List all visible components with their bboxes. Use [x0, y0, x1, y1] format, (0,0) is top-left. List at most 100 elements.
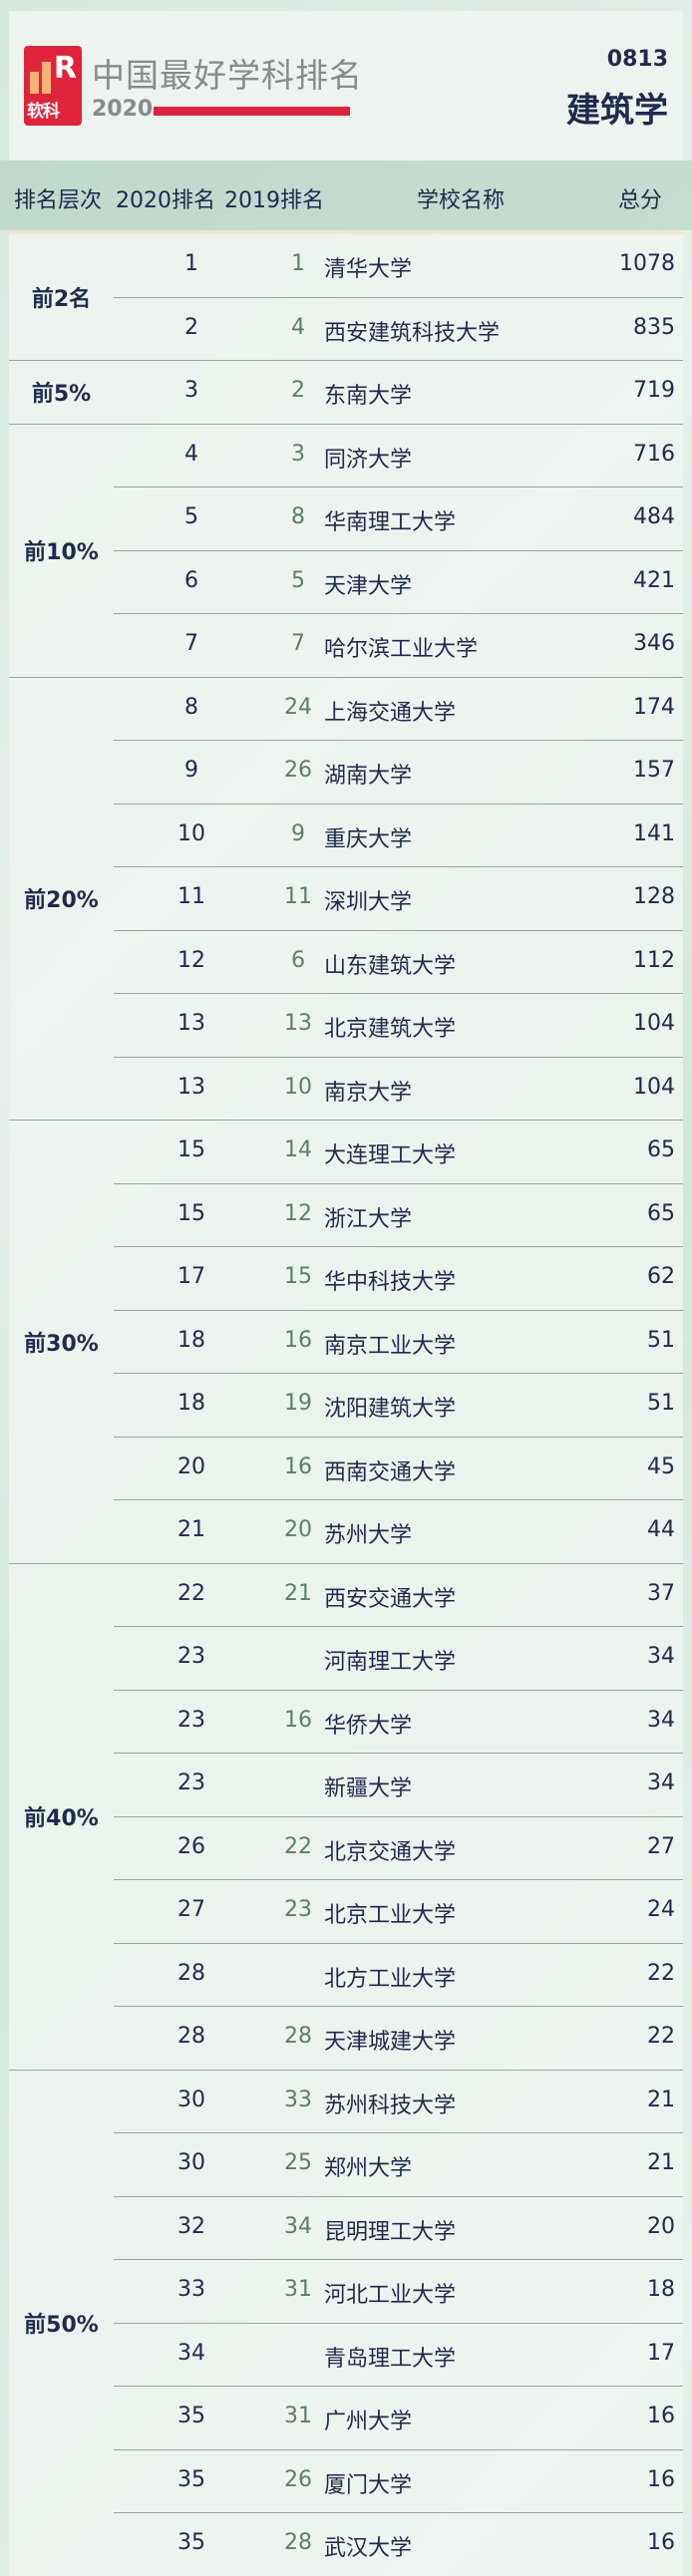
rank-2020: 15 — [177, 1137, 205, 1162]
col-score: 总分 — [618, 188, 663, 213]
table-row: 30 25 郑州大学 21 — [114, 2133, 683, 2197]
score: 141 — [633, 820, 675, 846]
score: 716 — [633, 441, 675, 467]
table-row: 1 1 清华大学 1078 — [114, 234, 683, 298]
table-row: 17 15 华中科技大学 62 — [114, 1247, 683, 1311]
table-row: 23 河南理工大学 34 — [114, 1627, 683, 1691]
rank-2020: 35 — [177, 2466, 205, 2492]
score: 51 — [647, 1327, 675, 1353]
table-row: 21 20 苏州大学 44 — [114, 1500, 683, 1563]
rank-2020: 20 — [177, 1453, 205, 1479]
score: 112 — [633, 947, 675, 973]
school-name: 华南理工大学 — [324, 510, 457, 535]
table-row: 32 34 昆明理工大学 20 — [114, 2197, 683, 2260]
tier-label: 前50% — [24, 2313, 99, 2338]
rank-2020: 23 — [177, 1771, 205, 1795]
bar-chart-icon — [30, 54, 76, 94]
table-row: 3 2 东南大学 719 — [114, 361, 683, 424]
rank-2020: 35 — [177, 2530, 205, 2555]
school-name: 同济大学 — [324, 447, 413, 473]
rank-2019: 16 — [284, 1327, 312, 1353]
school-name: 苏州大学 — [324, 1523, 413, 1548]
rank-2020: 5 — [184, 504, 198, 529]
rank-2020: 33 — [177, 2277, 205, 2302]
table-row: 10 9 重庆大学 141 — [114, 805, 683, 867]
rank-2020: 15 — [177, 1200, 205, 1226]
tier-label: 前5% — [31, 382, 92, 408]
tier-label: 前10% — [24, 540, 99, 565]
school-name: 北京交通大学 — [324, 1839, 457, 1865]
table-row: 34 青岛理工大学 17 — [114, 2324, 683, 2387]
table-row: 13 13 北京建筑大学 104 — [114, 994, 683, 1058]
score: 34 — [647, 1707, 675, 1733]
school-name: 河北工业大学 — [324, 2283, 457, 2308]
school-name: 青岛理工大学 — [324, 2346, 457, 2372]
table-row: 6 5 天津大学 421 — [114, 551, 683, 614]
table-row: 5 8 华南理工大学 484 — [114, 487, 683, 551]
table-row: 20 16 西南交通大学 45 — [114, 1438, 683, 1500]
score: 22 — [647, 2024, 675, 2049]
table-row: 4 3 同济大学 716 — [114, 425, 683, 487]
rank-2019: 10 — [284, 1074, 312, 1100]
tier-label: 前20% — [24, 888, 99, 914]
school-name: 天津城建大学 — [324, 2030, 457, 2055]
school-name: 浙江大学 — [324, 1206, 413, 1232]
rank-2019: 14 — [284, 1137, 312, 1162]
score: 34 — [647, 1771, 675, 1795]
table-row: 8 24 上海交通大学 174 — [114, 678, 683, 741]
school-name: 河南理工大学 — [324, 1650, 457, 1675]
table-row: 23 16 华侨大学 34 — [114, 1691, 683, 1754]
score: 65 — [647, 1137, 675, 1162]
school-name: 湖南大学 — [324, 764, 413, 789]
rank-2019: 2 — [291, 378, 305, 403]
rank-2019: 26 — [284, 2466, 312, 2492]
school-name: 山东建筑大学 — [324, 953, 457, 979]
table-row: 30 33 苏州科技大学 21 — [114, 2071, 683, 2133]
logo-text: 软科 — [27, 102, 60, 122]
tier-group: 前10% 4 3 同济大学 716 5 8 华南理工大学 484 6 5 天津大学 421 7 7 哈尔滨工业… — [9, 425, 683, 678]
table-header: 排名层次 2020排名 2019排名 学校名称 总分 — [0, 161, 692, 230]
rank-2019: 9 — [291, 820, 305, 846]
school-name: 北方工业大学 — [324, 1966, 457, 1992]
school-name: 华中科技大学 — [324, 1270, 457, 1295]
school-name: 沈阳建筑大学 — [324, 1397, 457, 1422]
score: 62 — [647, 1264, 675, 1289]
rank-2019: 19 — [284, 1391, 312, 1416]
rank-2020: 13 — [177, 1074, 205, 1100]
col-rank-2020: 2020排名 — [116, 188, 215, 213]
rank-2020: 2 — [184, 314, 198, 340]
rank-2019: 13 — [284, 1011, 312, 1036]
rank-2019: 11 — [284, 884, 312, 909]
school-name: 上海交通大学 — [324, 700, 457, 726]
table-row: 35 28 武汉大学 16 — [114, 2513, 683, 2576]
tier-group: 前20% 8 24 上海交通大学 174 9 26 湖南大学 157 10 9 重庆大学 141 11 11… — [9, 678, 683, 1121]
table-row: 22 21 西安交通大学 37 — [114, 1564, 683, 1627]
table-row: 2 4 西安建筑科技大学 835 — [114, 298, 683, 361]
rank-2020: 18 — [177, 1327, 205, 1353]
table-row: 27 23 北京工业大学 24 — [114, 1880, 683, 1944]
rank-2020: 8 — [184, 694, 198, 720]
tier-label: 前40% — [24, 1806, 99, 1831]
score: 835 — [633, 314, 675, 340]
score: 65 — [647, 1200, 675, 1226]
col-tier: 排名层次 — [14, 188, 103, 213]
rank-2020: 32 — [177, 2213, 205, 2239]
col-school: 学校名称 — [417, 188, 506, 213]
table-row: 7 7 哈尔滨工业大学 346 — [114, 614, 683, 677]
rank-2020: 35 — [177, 2404, 205, 2428]
rank-2019: 26 — [284, 758, 312, 783]
rank-2020: 11 — [177, 884, 205, 909]
school-name: 天津大学 — [324, 573, 413, 599]
rank-2019: 34 — [284, 2213, 312, 2239]
rank-2019: 5 — [291, 567, 305, 593]
rank-2020: 28 — [177, 1960, 205, 1986]
school-name: 郑州大学 — [324, 2156, 413, 2181]
school-name: 华侨大学 — [324, 1713, 413, 1739]
page-title: 中国最好学科排名 — [92, 56, 363, 95]
rank-2019: 22 — [284, 1833, 312, 1859]
score: 45 — [647, 1453, 675, 1479]
rank-2019: 7 — [291, 631, 305, 656]
score: 22 — [647, 1960, 675, 1986]
tier-group: 前5% 3 2 东南大学 719 — [9, 361, 683, 425]
table-row: 18 16 南京工业大学 51 — [114, 1311, 683, 1374]
